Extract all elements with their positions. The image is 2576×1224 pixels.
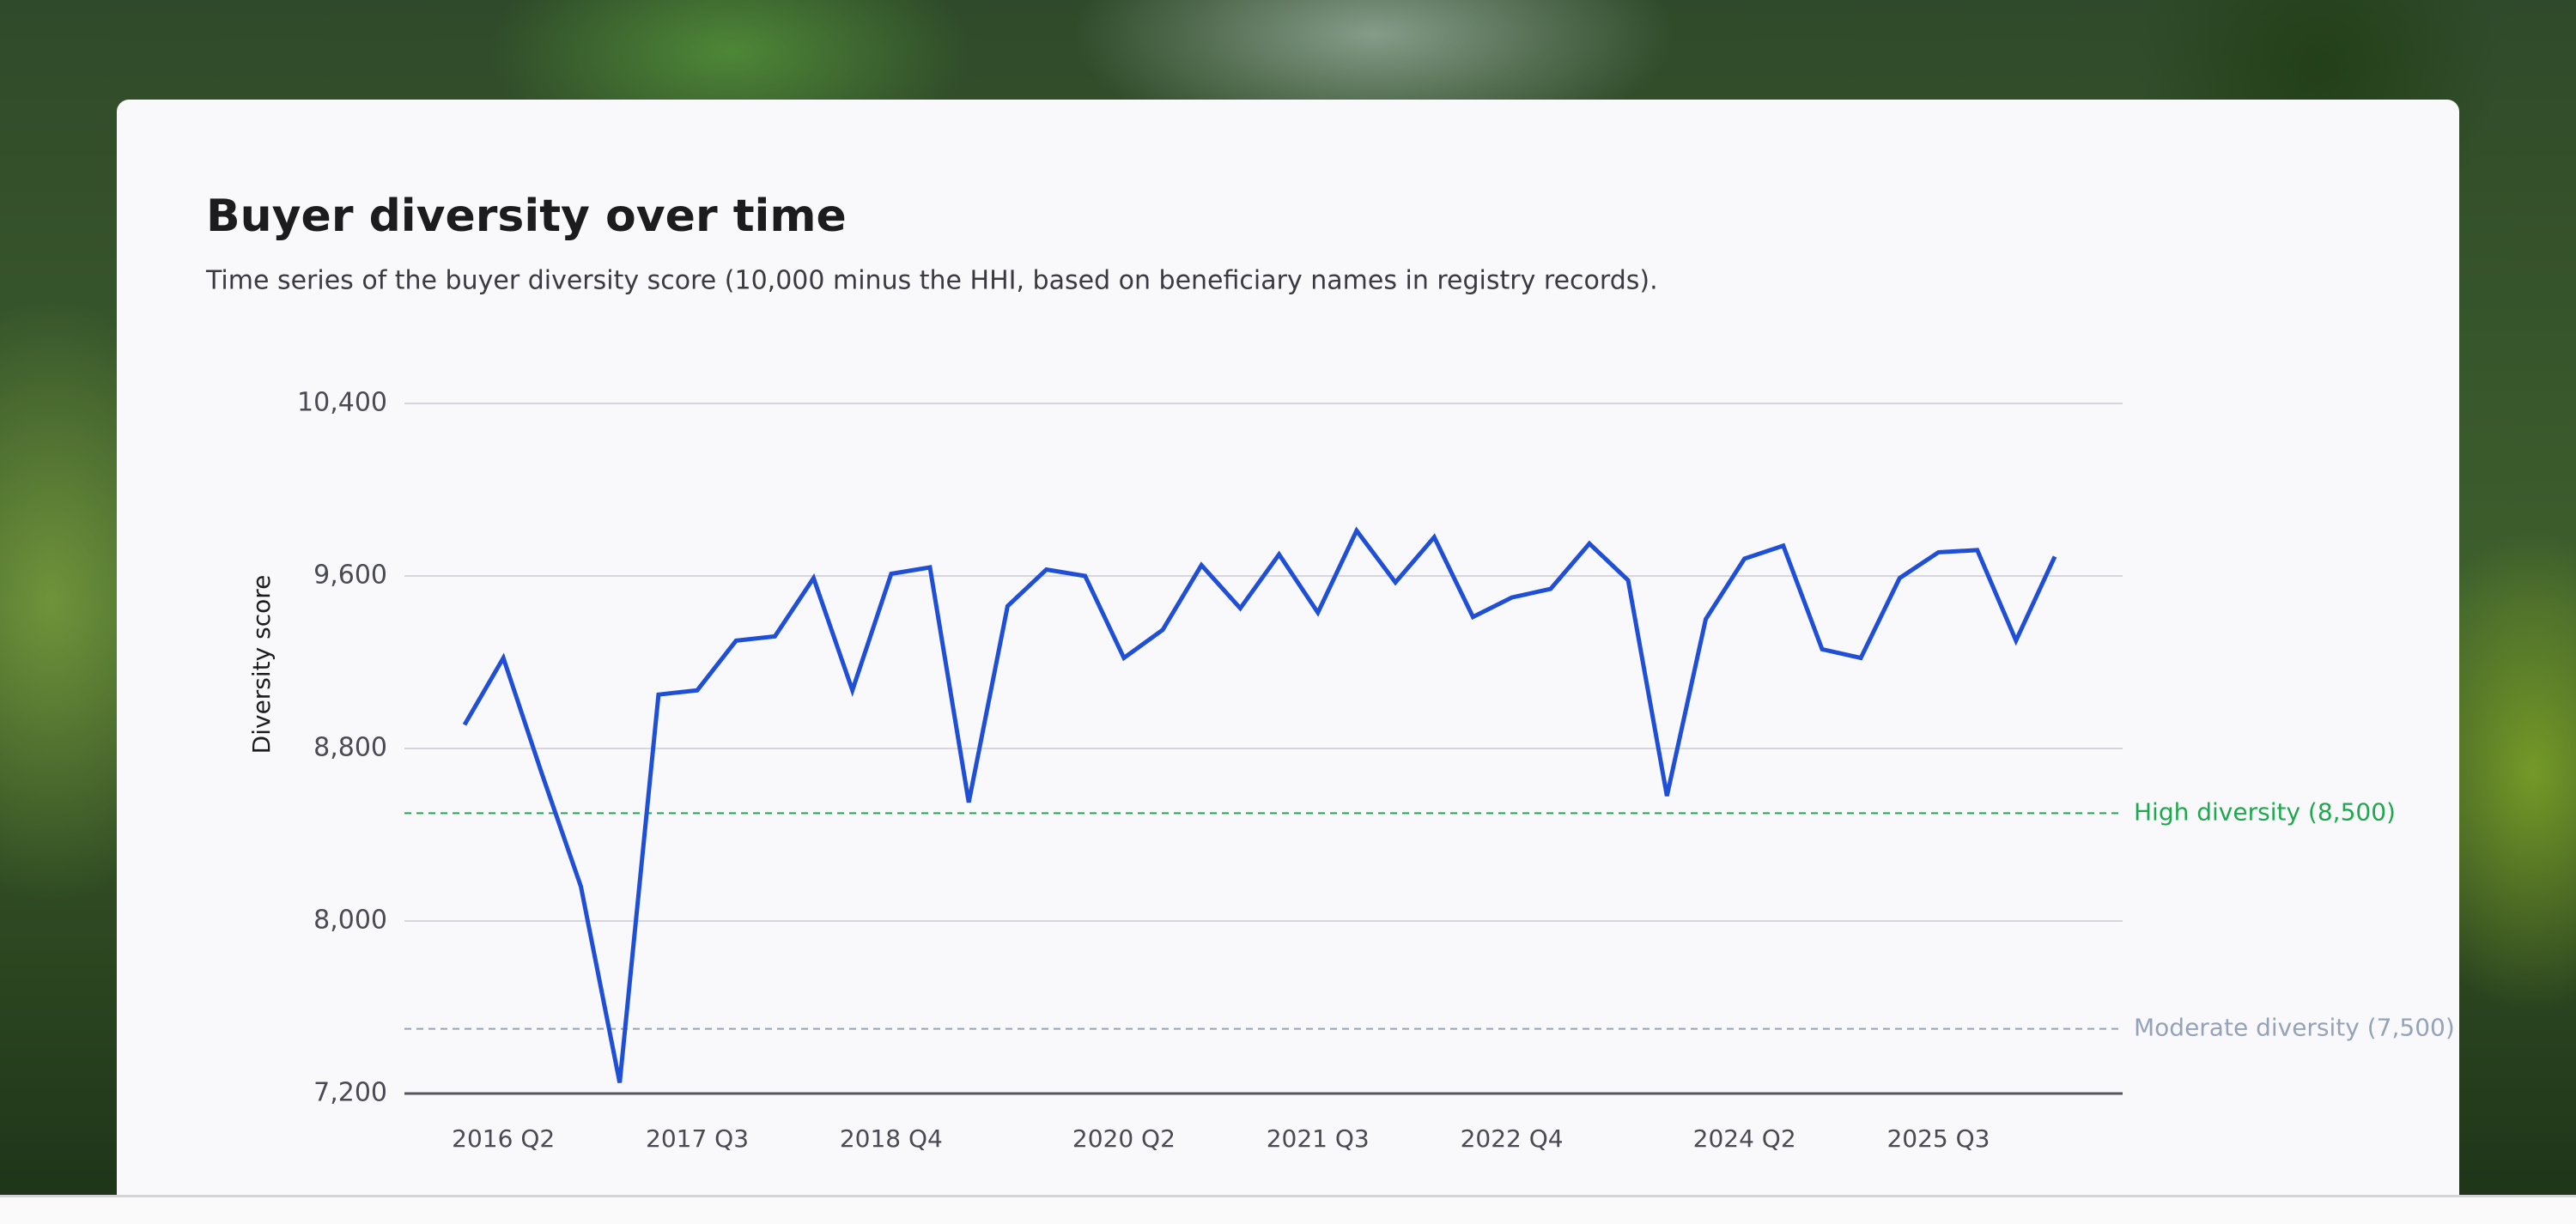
x-tick-label: 2017 Q3 [646,1124,749,1153]
y-axis-title: Diversity score [247,575,276,754]
x-tick-label: 2020 Q2 [1072,1124,1176,1153]
card [117,100,2459,1195]
y-tick-label: 8,000 [313,906,387,936]
footer-strip [0,1195,2576,1224]
x-tick-label: 2016 Q2 [452,1124,555,1153]
x-tick-label: 2022 Q4 [1461,1124,1564,1153]
y-tick-label: 8,800 [313,733,387,763]
y-tick-label: 9,600 [313,560,387,591]
chart-subtitle: Time series of the buyer diversity score… [205,266,1658,296]
series-line [462,526,2057,1083]
x-tick-label: 2018 Q4 [840,1124,943,1153]
x-tick-label: 2024 Q2 [1693,1124,1796,1153]
y-tick-label: 7,200 [313,1078,387,1108]
y-tick-label: 10,400 [297,388,387,418]
reference-label: Moderate diversity (7,500) [2134,1014,2455,1042]
x-tick-label: 2021 Q3 [1267,1124,1370,1153]
x-tick-label: 2025 Q3 [1886,1124,1990,1153]
chart-title: Buyer diversity over time [206,191,847,242]
reference-label: High diversity (8,500) [2134,797,2396,826]
